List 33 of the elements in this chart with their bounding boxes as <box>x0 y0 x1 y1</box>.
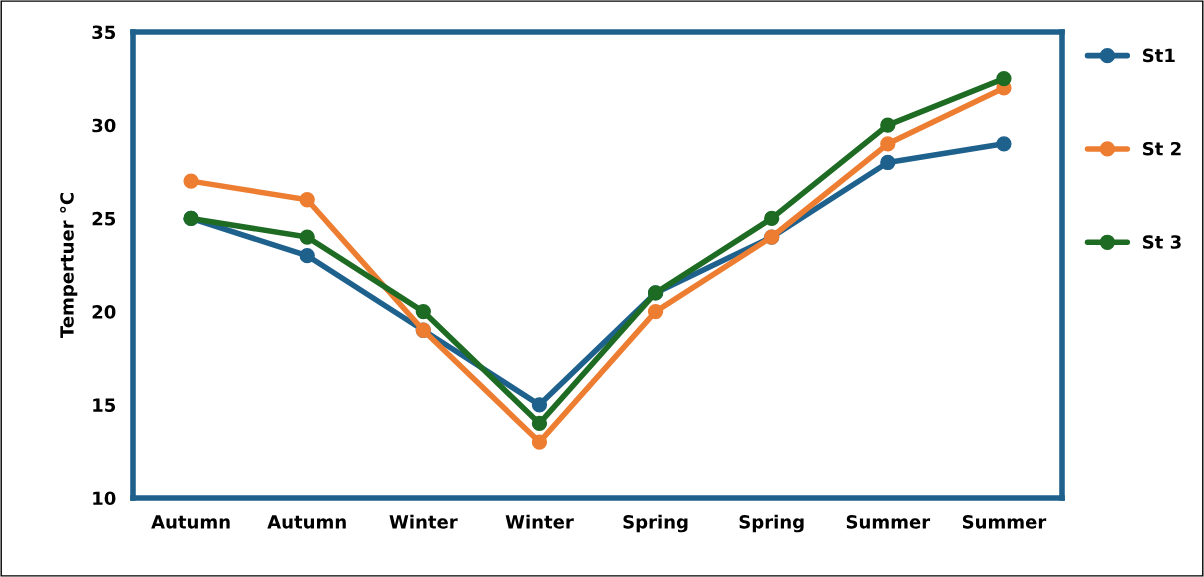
y-tick-label: 10 <box>93 491 116 506</box>
x-tick-label: Spring <box>623 514 688 533</box>
point <box>996 70 1012 87</box>
point <box>531 397 548 413</box>
point <box>996 136 1012 152</box>
legend-label: St1 <box>1143 48 1175 63</box>
point <box>531 415 548 432</box>
legend-label: St 3 <box>1143 235 1181 249</box>
x-tick-label: Spring <box>739 514 804 533</box>
point <box>531 434 548 450</box>
y-tick-label: 30 <box>92 118 116 133</box>
x-tick-label: Winter <box>389 514 458 529</box>
x-tick-label: Winter <box>505 514 574 529</box>
x-tick-label: Summer <box>962 514 1047 529</box>
x-tick-label: Summer <box>846 514 931 529</box>
point <box>183 173 199 189</box>
x-tick-label: Autumn <box>267 515 346 529</box>
point <box>299 229 315 245</box>
x-tick-label: Autumn <box>151 515 230 529</box>
y-tick-label: 25 <box>92 211 116 226</box>
point <box>880 117 896 133</box>
legend-label: St 2 <box>1143 141 1181 156</box>
y-tick-label: 35 <box>92 25 116 40</box>
point <box>647 303 664 320</box>
point <box>764 210 780 227</box>
y-tick-label: 15 <box>93 398 116 412</box>
point <box>880 136 896 152</box>
y-tick-label: 20 <box>92 305 116 319</box>
point <box>299 248 315 264</box>
point <box>880 154 896 171</box>
point <box>415 303 431 320</box>
y-axis-title: Tempertuer °C <box>60 193 78 339</box>
point <box>299 192 315 208</box>
